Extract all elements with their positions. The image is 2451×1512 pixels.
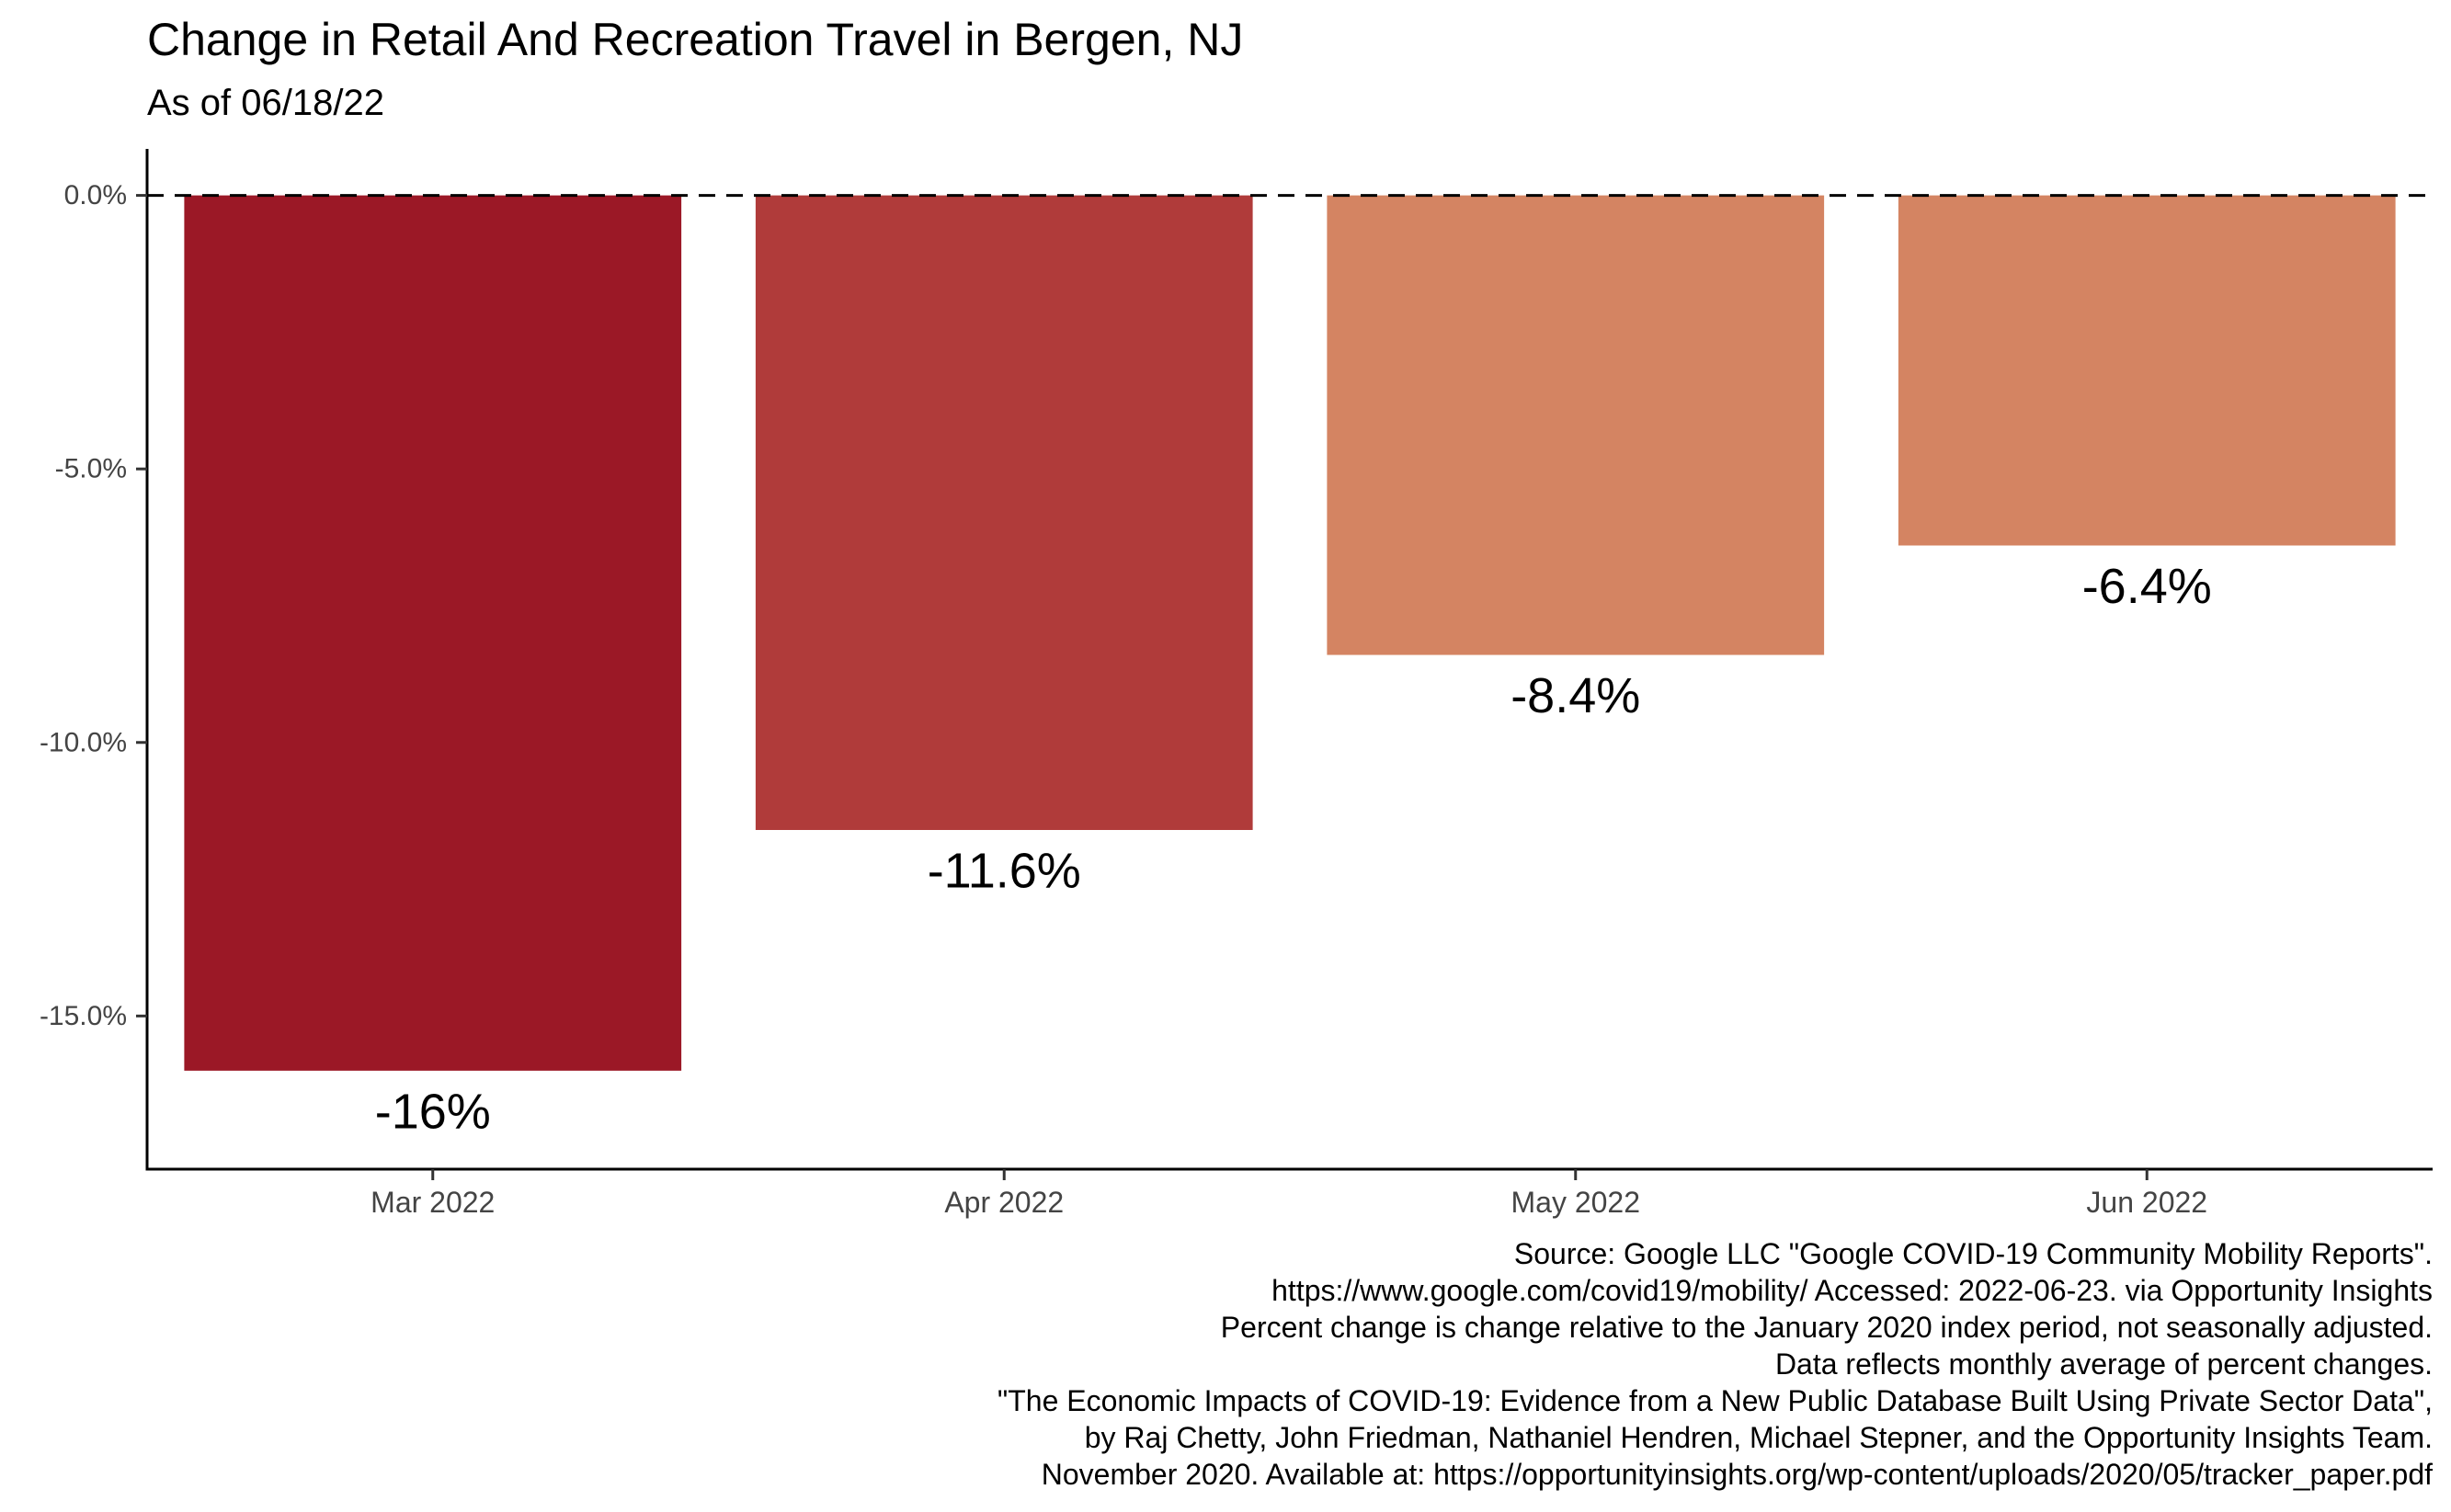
bar-may-2022 [1327, 195, 1825, 655]
value-label: -6.4% [2082, 559, 2212, 614]
value-label: -11.6% [928, 843, 1081, 898]
y-tick-label: -10.0% [40, 727, 127, 757]
bar-jun-2022 [1898, 195, 2396, 546]
y-tick-label: -15.0% [40, 1001, 127, 1031]
bar-chart: -16% -11.6% -8.4% -6.4% 0.0% -5.0% -10.0% -15.… [40, 149, 2433, 1219]
y-tick-label: -5.0% [55, 454, 127, 484]
source-caption: Source: Google LLC "Google COVID-19 Comm… [226, 1235, 2433, 1493]
y-tick-label: 0.0% [64, 180, 127, 210]
x-tick-label: May 2022 [1510, 1186, 1640, 1219]
caption-line: https://www.google.com/covid19/mobility/… [1271, 1274, 2433, 1307]
value-label: -8.4% [1510, 668, 1640, 723]
value-labels-layer: -16% -11.6% -8.4% -6.4% [375, 559, 2212, 1139]
bars-layer [184, 195, 2396, 1071]
x-tick-label: Apr 2022 [944, 1186, 1064, 1219]
y-axis-ticks: 0.0% -5.0% -10.0% -15.0% [40, 180, 147, 1031]
value-label: -16% [375, 1084, 491, 1139]
caption-line: Data reflects monthly average of percent… [1774, 1347, 2433, 1381]
x-tick-label: Jun 2022 [2086, 1186, 2207, 1219]
caption-line: Source: Google LLC "Google COVID-19 Comm… [1513, 1237, 2433, 1270]
chart-title: Change in Retail And Recreation Travel i… [147, 14, 1244, 65]
caption-line: "The Economic Impacts of COVID-19: Evide… [997, 1384, 2433, 1417]
x-axis-ticks: Mar 2022 Apr 2022 May 2022 Jun 2022 [370, 1169, 2207, 1219]
bar-apr-2022 [755, 195, 1253, 830]
chart-subtitle: As of 06/18/22 [147, 83, 384, 123]
x-tick-label: Mar 2022 [370, 1186, 495, 1219]
caption-line: by Raj Chetty, John Friedman, Nathaniel … [1084, 1421, 2433, 1454]
bar-mar-2022 [184, 195, 682, 1071]
caption-line: Percent change is change relative to the… [1220, 1311, 2433, 1344]
caption-line: November 2020. Available at: https://opp… [1041, 1458, 2433, 1491]
